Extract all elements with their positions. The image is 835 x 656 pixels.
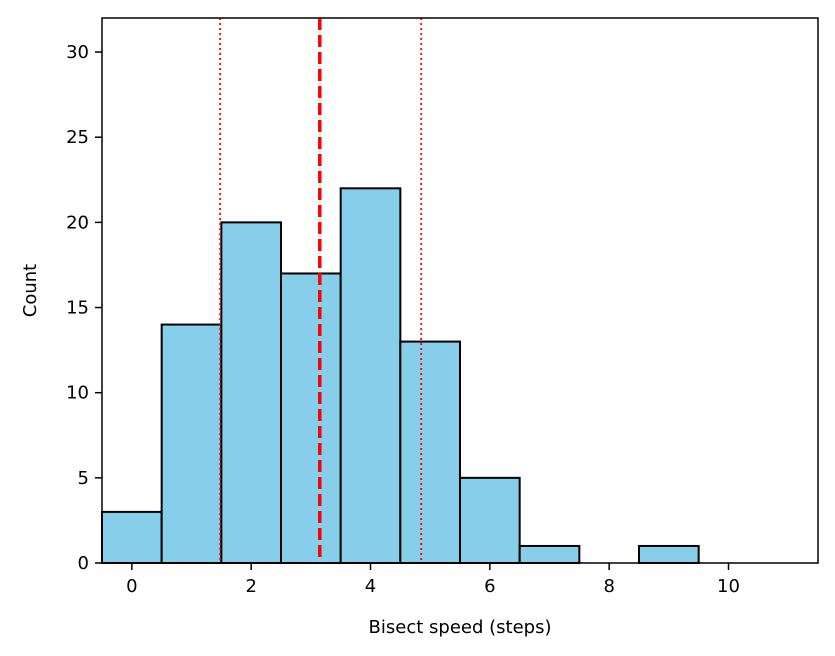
y-tick-label: 25 bbox=[66, 127, 89, 148]
y-tick-label: 5 bbox=[78, 468, 89, 489]
x-tick-label: 0 bbox=[126, 576, 137, 597]
x-axis-label: Bisect speed (steps) bbox=[369, 617, 552, 638]
x-tick-label: 8 bbox=[603, 576, 614, 597]
y-tick-label: 10 bbox=[66, 383, 89, 404]
x-tick-label: 10 bbox=[717, 576, 740, 597]
histogram-bar-2 bbox=[220, 221, 282, 564]
x-tick-label: 2 bbox=[245, 576, 256, 597]
x-axis-ticks: 0 2 4 6 8 10 bbox=[126, 563, 740, 597]
histogram-bar-0 bbox=[101, 510, 163, 564]
histogram-bar-9 bbox=[638, 544, 700, 564]
histogram-bar-6 bbox=[459, 476, 521, 564]
histogram-bar-7 bbox=[518, 544, 581, 564]
x-tick-label: 4 bbox=[365, 576, 376, 597]
histogram-bar-3 bbox=[280, 272, 342, 564]
y-axis-ticks: 0 5 10 15 20 25 30 bbox=[66, 42, 102, 574]
y-tick-label: 15 bbox=[66, 298, 89, 319]
y-tick-label: 30 bbox=[66, 42, 89, 63]
plot-frame bbox=[101, 17, 819, 564]
histogram-bar-5 bbox=[399, 340, 462, 564]
bars-layer bbox=[101, 187, 700, 564]
reference-lines-layer bbox=[219, 18, 423, 563]
histogram-bar-1 bbox=[160, 323, 223, 564]
y-tick-label: 20 bbox=[66, 212, 89, 233]
histogram-bar-4 bbox=[339, 187, 402, 564]
y-tick-label: 0 bbox=[78, 553, 89, 574]
x-tick-label: 6 bbox=[484, 576, 495, 597]
y-axis-label: Count bbox=[20, 264, 41, 317]
